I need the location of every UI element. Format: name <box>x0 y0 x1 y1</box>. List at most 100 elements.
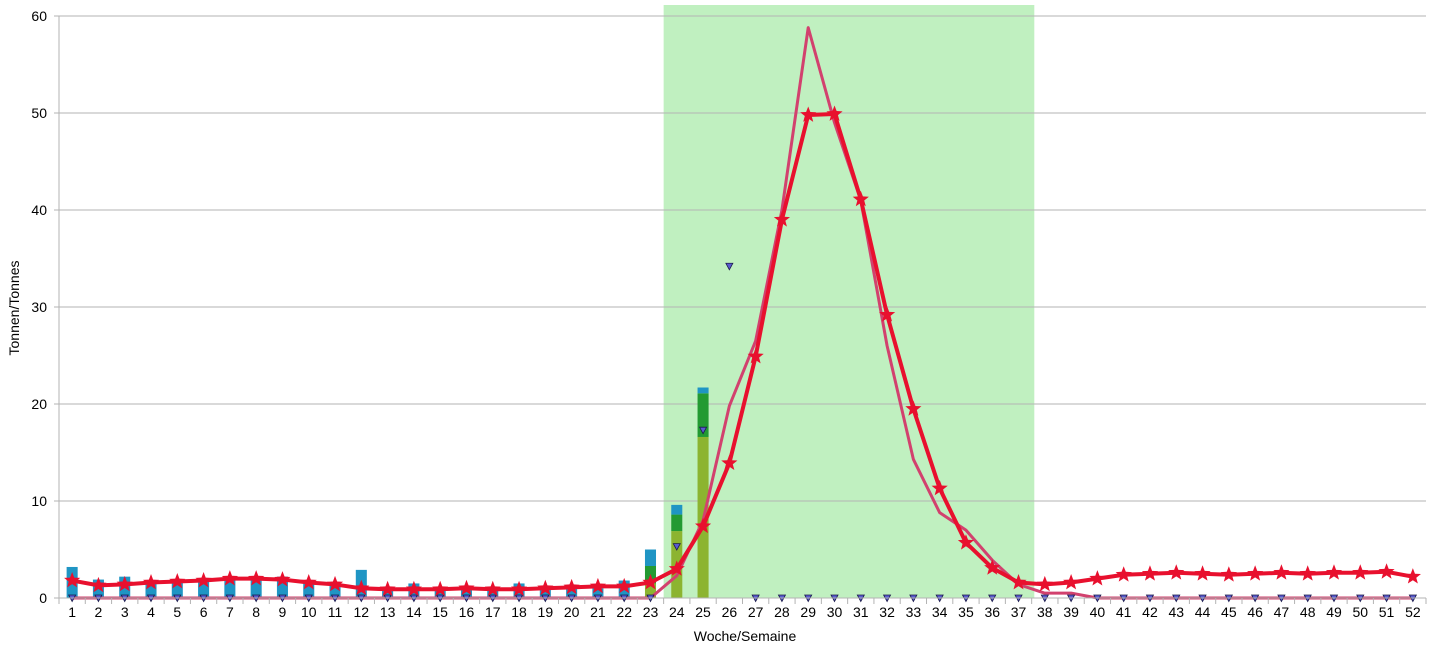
series-point-star <box>537 579 554 596</box>
x-tick-label: 33 <box>906 604 922 620</box>
series-point-star <box>747 347 764 364</box>
x-tick-label: 26 <box>722 604 738 620</box>
series-point-star <box>852 190 869 207</box>
series-point-star <box>169 573 186 589</box>
series-line <box>70 111 1415 592</box>
series-point-star <box>458 579 475 596</box>
series-point-star <box>563 578 580 595</box>
y-tick-labels: 0 10 20 30 40 50 60 <box>31 8 47 606</box>
bar-segment <box>566 586 578 598</box>
x-tick-label: 13 <box>380 604 396 620</box>
bar-segment <box>329 582 341 598</box>
series-point-star <box>1352 564 1369 580</box>
series-point-star <box>1168 564 1185 580</box>
x-tick-label: 42 <box>1142 604 1158 620</box>
x-tick-label: 36 <box>984 604 1000 620</box>
bar-segment <box>592 588 604 598</box>
series-point-star <box>1194 565 1211 581</box>
series-point-star <box>616 577 633 594</box>
axes <box>54 15 1427 604</box>
bar-segment <box>697 393 709 437</box>
y-tick-label: 60 <box>31 8 47 24</box>
x-tick-label: 32 <box>879 604 895 620</box>
series-point-star <box>1325 564 1343 580</box>
x-tick-label: 17 <box>485 604 501 620</box>
series-point-star <box>300 573 317 590</box>
series-point-star <box>642 573 659 590</box>
series-point-star <box>1404 568 1421 584</box>
bar-segment <box>644 549 657 566</box>
x-tick-label: 12 <box>354 604 370 620</box>
series-point-star <box>405 580 422 597</box>
highlight-band <box>663 5 1035 598</box>
bar-segment <box>460 588 472 598</box>
x-tick-label: 2 <box>95 604 103 620</box>
bar-segment <box>303 581 315 598</box>
y-tick-label: 10 <box>31 493 47 509</box>
y-tick-label: 40 <box>31 202 47 218</box>
x-tick-label: 16 <box>459 604 475 620</box>
x-tick-label: 31 <box>853 604 869 620</box>
y-tick-label: 0 <box>39 590 47 606</box>
x-tick-label: 52 <box>1405 604 1421 620</box>
x-tick-label: 45 <box>1221 604 1237 620</box>
series-point-star <box>64 572 81 588</box>
series-point-star <box>1273 564 1290 580</box>
series-point-star <box>274 571 291 587</box>
x-tick-label: 7 <box>226 604 234 620</box>
x-tick-label: 50 <box>1352 604 1368 620</box>
x-tick-label: 14 <box>406 604 422 620</box>
x-tick-label: 39 <box>1063 604 1079 620</box>
x-tick-label: 41 <box>1116 604 1132 620</box>
x-tick-label: 34 <box>932 604 948 620</box>
bar-segment <box>539 587 551 598</box>
bar-segment <box>487 588 499 598</box>
x-tick-label: 25 <box>695 604 711 620</box>
x-tick-label: 30 <box>827 604 843 620</box>
series-point-triangle <box>698 426 708 435</box>
series-point-star <box>1247 565 1264 581</box>
series-point-star <box>116 575 133 592</box>
series-point-star <box>1220 566 1237 582</box>
x-tick-label: 22 <box>616 604 632 620</box>
x-tick-labels: 1 2 3 4 5 6 7 8 9 10 11 12 13 14 15 16 17 18 19 20 21 22 23 24 2… <box>68 604 1421 620</box>
series-point-star <box>1036 575 1053 592</box>
x-tick-label: 29 <box>800 604 816 620</box>
series-point-star <box>773 211 791 227</box>
bar-segment <box>198 578 210 598</box>
series-point-star <box>326 575 344 592</box>
series-point-star <box>800 106 817 122</box>
bar-segment <box>276 576 288 598</box>
x-tick-label: 18 <box>511 604 527 620</box>
series-point-star <box>142 573 160 590</box>
series-point-star <box>694 517 712 534</box>
x-tick-label: 21 <box>590 604 606 620</box>
x-tick-label: 10 <box>301 604 317 620</box>
bar-segment <box>644 583 657 598</box>
series-point-star <box>90 576 107 593</box>
series-point-star <box>1299 565 1316 581</box>
bar-segment <box>145 582 157 598</box>
x-tick-label: 23 <box>643 604 659 620</box>
x-tick-label: 19 <box>538 604 554 620</box>
y-tick-label: 30 <box>31 299 47 315</box>
bar-segment <box>171 582 183 598</box>
series-point-star <box>510 580 528 597</box>
bar-series <box>66 387 709 598</box>
series-point-star <box>905 400 922 416</box>
y-axis-title: Tonnen/Tonnes <box>6 261 22 356</box>
y-tick-label: 20 <box>31 396 47 412</box>
highlight-band-rect <box>663 5 1035 598</box>
bar-segment <box>671 504 683 515</box>
x-tick-label: 6 <box>200 604 208 620</box>
series-point-star <box>1010 573 1027 590</box>
x-tick-label: 37 <box>1011 604 1027 620</box>
x-tick-label: 35 <box>958 604 974 620</box>
x-tick-label: 49 <box>1326 604 1342 620</box>
series-point-star <box>1115 566 1132 582</box>
x-tick-label: 20 <box>564 604 580 620</box>
x-tick-label: 28 <box>774 604 790 620</box>
x-tick-label: 9 <box>279 604 287 620</box>
x-tick-label: 4 <box>147 604 155 620</box>
